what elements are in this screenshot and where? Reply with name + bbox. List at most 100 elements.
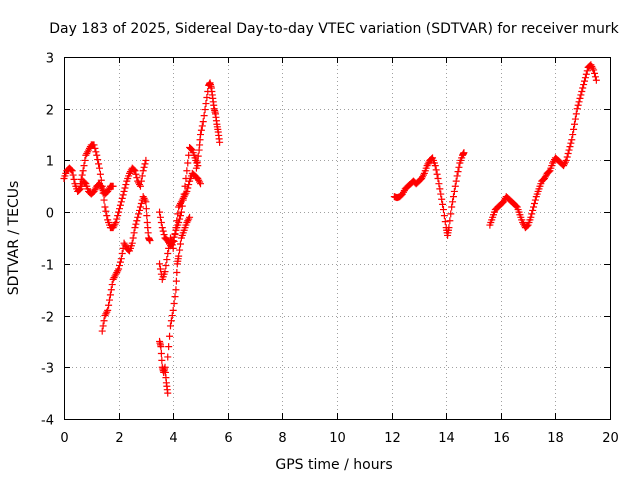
data-point [573, 105, 581, 113]
y-tick-labels: -4 -3 -2 -1 0 1 2 3 [41, 52, 54, 429]
data-point [115, 265, 123, 273]
data-point [175, 252, 183, 260]
data-point [570, 125, 578, 133]
data-point [168, 312, 176, 320]
data-point [164, 389, 172, 397]
data-point [172, 277, 180, 285]
x-tick-label: 14 [438, 431, 455, 446]
data-point [94, 156, 102, 164]
data-point [180, 190, 188, 198]
data-point [582, 70, 590, 78]
data-point [561, 158, 569, 166]
data-point [186, 213, 194, 221]
data-point [197, 131, 204, 139]
data-point [132, 220, 140, 228]
data-point [216, 138, 224, 146]
data-point [128, 239, 136, 247]
data-point [136, 203, 144, 211]
data-point [569, 131, 577, 139]
data-point [564, 150, 572, 158]
data-point [142, 205, 150, 213]
data-point [96, 170, 104, 178]
data-point [76, 180, 84, 188]
data-point [572, 110, 580, 118]
data-point [137, 177, 145, 185]
data-point [578, 87, 586, 95]
data-point [571, 115, 579, 123]
data-point [114, 212, 122, 220]
data-point [527, 213, 535, 221]
data-point [78, 171, 86, 179]
data-point [77, 175, 85, 183]
data-point [439, 206, 447, 214]
y-tick-label: -4 [41, 414, 54, 429]
data-point [132, 170, 140, 178]
data-point [114, 267, 122, 275]
data-point [106, 296, 113, 304]
data-point [166, 322, 174, 330]
data-point [194, 152, 202, 160]
data-point [439, 200, 447, 208]
data-point [91, 144, 99, 152]
data-point [156, 260, 164, 268]
data-point [131, 167, 139, 175]
data-point [435, 180, 443, 188]
data-point [201, 106, 209, 114]
data-point [528, 210, 536, 218]
data-point [568, 136, 576, 144]
data-point [158, 224, 166, 232]
data-point [136, 206, 144, 214]
data-point [146, 237, 154, 245]
data-point [579, 84, 587, 92]
data-point [446, 217, 454, 225]
data-point [171, 293, 179, 301]
data-point [581, 74, 589, 82]
data-point [179, 196, 187, 204]
data-point [581, 77, 589, 85]
data-point [192, 164, 200, 172]
data-point [165, 343, 173, 351]
data-point [115, 208, 123, 216]
x-tick-label: 6 [224, 431, 232, 446]
data-point [454, 168, 462, 176]
data-point [567, 139, 575, 147]
data-point [448, 203, 456, 211]
data-point [576, 94, 584, 102]
data-point [141, 160, 149, 168]
data-point [440, 212, 448, 220]
data-point [167, 317, 175, 325]
data-point [111, 220, 119, 228]
data-point [141, 196, 149, 204]
data-point [133, 217, 141, 225]
data-point [196, 178, 204, 186]
data-point [116, 205, 124, 213]
data-point [203, 94, 211, 102]
data-point [419, 171, 427, 179]
data-point [185, 181, 193, 189]
data-point [103, 308, 111, 316]
data-point [436, 185, 444, 193]
data-point [437, 190, 445, 198]
data-point [107, 286, 115, 294]
data-point [565, 146, 573, 154]
y-tick-label: 0 [46, 207, 54, 222]
data-point [178, 202, 186, 210]
data-point [160, 231, 168, 239]
data-point [95, 164, 103, 172]
data-point [104, 306, 112, 314]
data-point [137, 200, 145, 208]
data-point [158, 356, 166, 364]
data-point [183, 167, 191, 175]
data-point [181, 182, 189, 190]
data-point [177, 208, 185, 216]
data-point [131, 224, 139, 232]
data-point [142, 198, 150, 206]
data-point [121, 184, 129, 192]
data-point [176, 212, 184, 220]
data-point [129, 234, 137, 242]
data-point [583, 67, 591, 75]
data-point [136, 181, 144, 189]
data-point [100, 317, 108, 325]
y-axis-label: SDTVAR / TECUs [6, 181, 22, 296]
